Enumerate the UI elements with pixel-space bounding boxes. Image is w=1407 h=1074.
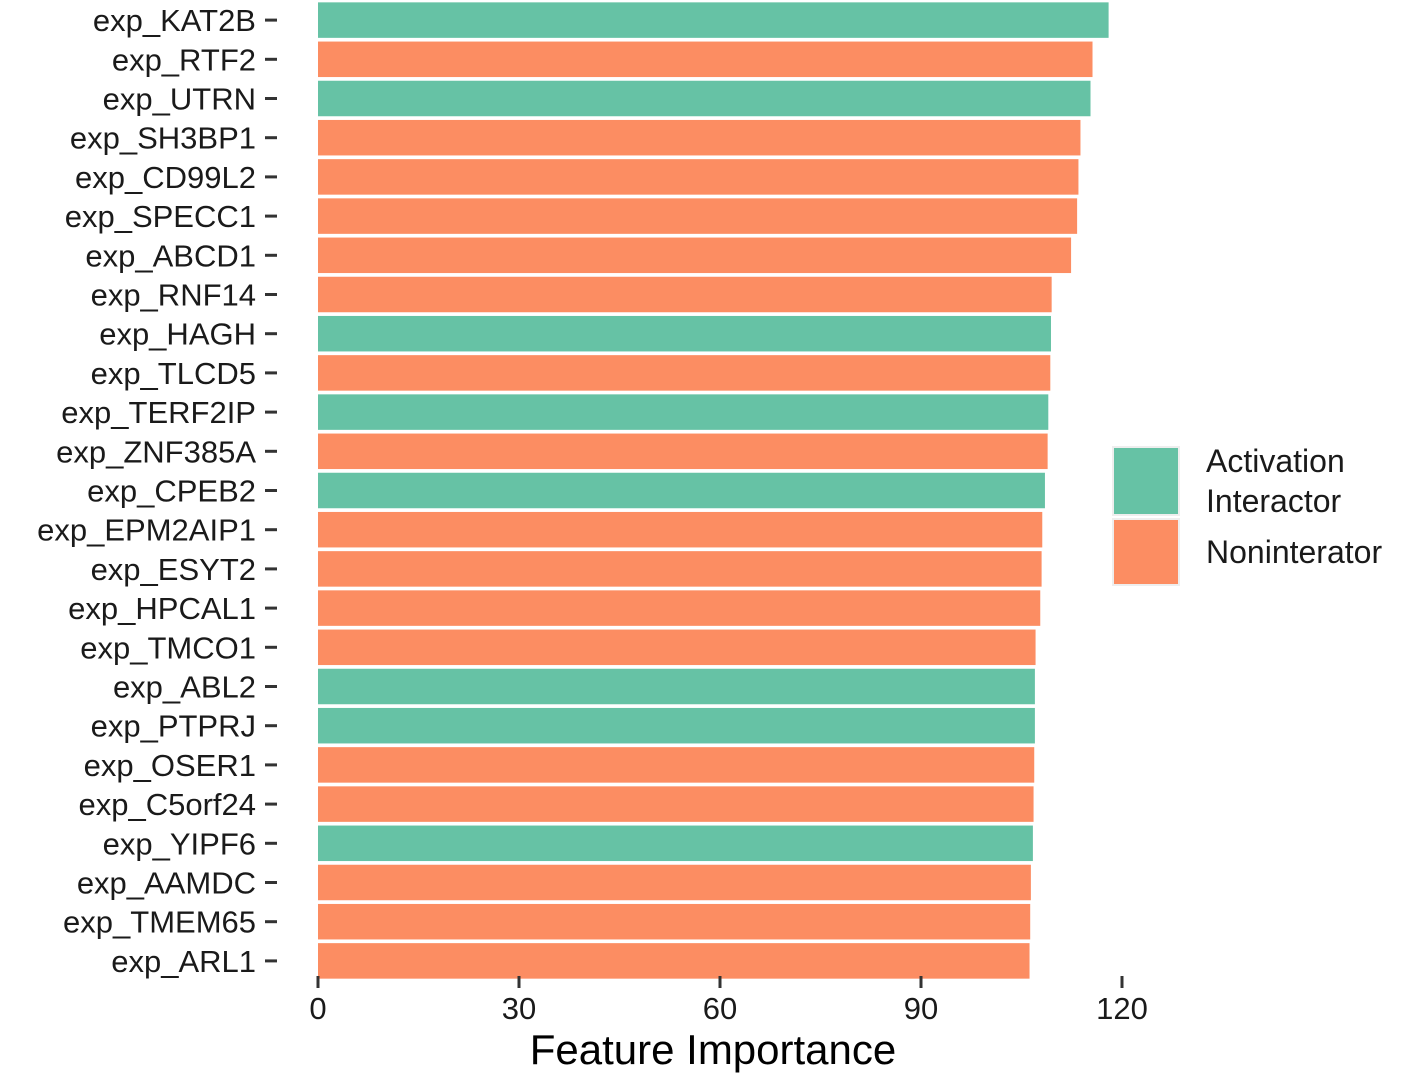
x-tick-label: 0 — [309, 991, 326, 1026]
bar-exp_OSER1 — [318, 747, 1035, 783]
bar-exp_ABCD1 — [318, 237, 1072, 274]
bar-exp_TMCO1 — [318, 629, 1036, 666]
x-tick-label: 60 — [703, 991, 737, 1026]
x-tick-label: 90 — [904, 991, 938, 1026]
bar-exp_TERF2IP — [318, 394, 1049, 430]
legend-swatch-activation-interactor — [1112, 446, 1180, 516]
y-tick-label: exp_SPECC1 — [65, 199, 256, 234]
y-tick-label: exp_EPM2AIP1 — [37, 513, 256, 548]
y-tick-label: exp_RTF2 — [112, 42, 256, 77]
y-tick-label: exp_TMCO1 — [80, 630, 256, 665]
bar-exp_HAGH — [318, 315, 1051, 352]
legend-label: Interactor — [1206, 483, 1342, 519]
bar-exp_ZNF385A — [318, 433, 1048, 470]
y-tick-label: exp_ESYT2 — [91, 552, 256, 587]
y-tick-label: exp_CD99L2 — [75, 160, 256, 195]
legend-label: Noninterator — [1206, 534, 1382, 570]
bar-exp_TLCD5 — [318, 355, 1051, 391]
bar-exp_HPCAL1 — [318, 590, 1041, 626]
y-tick-label: exp_ABL2 — [113, 670, 256, 705]
y-tick-label: exp_TERF2IP — [61, 395, 256, 430]
bar-exp_CD99L2 — [318, 159, 1079, 195]
y-tick-label: exp_TLCD5 — [91, 356, 256, 391]
y-axis: exp_KAT2B exp_RTF2 exp_UTRN exp_SH3BP1 exp_C… — [37, 3, 277, 979]
bar-exp_CPEB2 — [318, 472, 1045, 509]
y-tick-label: exp_RNF14 — [91, 278, 256, 313]
y-tick-label: exp_KAT2B — [93, 3, 256, 38]
y-tick-label: exp_HPCAL1 — [68, 591, 256, 626]
y-tick-label: exp_OSER1 — [84, 748, 256, 783]
y-tick-label: exp_TMEM65 — [63, 905, 256, 940]
bar-exp_SPECC1 — [318, 198, 1078, 234]
bar-exp_ESYT2 — [318, 551, 1042, 587]
bar-exp_RTF2 — [318, 41, 1093, 78]
y-tick-label: exp_SH3BP1 — [70, 121, 256, 156]
bar-exp_AAMDC — [318, 864, 1031, 901]
y-tick-label: exp_PTPRJ — [91, 709, 256, 744]
y-tick-label: exp_CPEB2 — [87, 474, 256, 509]
bar-exp_ABL2 — [318, 668, 1035, 705]
y-tick-label: exp_ARL1 — [111, 944, 256, 979]
y-tick-label: exp_ZNF385A — [56, 434, 256, 469]
y-tick-label: exp_UTRN — [103, 82, 256, 117]
bar-exp_KAT2B — [318, 2, 1109, 38]
bar-exp_EPM2AIP1 — [318, 511, 1043, 548]
y-tick-label: exp_ABCD1 — [85, 238, 256, 273]
bar-exp_C5orf24 — [318, 786, 1034, 822]
bars-group — [318, 2, 1109, 979]
legend: Activation Interactor Noninterator — [1112, 443, 1382, 586]
y-tick-label: exp_AAMDC — [77, 866, 256, 901]
x-axis-title: Feature Importance — [530, 1026, 897, 1073]
x-axis: 0 30 60 90 120 — [309, 976, 1148, 1026]
bar-exp_ARL1 — [318, 943, 1030, 979]
bar-exp_TMEM65 — [318, 903, 1031, 940]
y-tick-label: exp_HAGH — [99, 317, 256, 352]
bar-exp_YIPF6 — [318, 825, 1033, 862]
x-tick-label: 30 — [502, 991, 536, 1026]
x-tick-label: 120 — [1096, 991, 1148, 1026]
bar-exp_SH3BP1 — [318, 119, 1081, 156]
y-tick-label: exp_C5orf24 — [78, 787, 256, 822]
legend-swatch-noninterator — [1112, 518, 1180, 586]
bar-exp_RNF14 — [318, 276, 1052, 313]
bar-exp_PTPRJ — [318, 707, 1035, 744]
y-tick-label: exp_YIPF6 — [103, 826, 256, 861]
legend-label: Activation — [1206, 443, 1345, 479]
bar-exp_UTRN — [318, 80, 1091, 117]
